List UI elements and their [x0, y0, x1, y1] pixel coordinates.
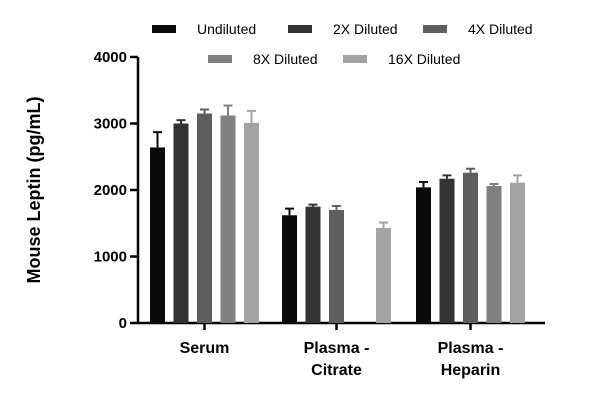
- bar: [282, 215, 297, 323]
- bar: [197, 113, 212, 324]
- bar: [510, 182, 525, 323]
- legend-swatch: [288, 25, 312, 33]
- bar: [463, 172, 478, 323]
- legend-swatch: [208, 55, 232, 63]
- bar: [329, 209, 344, 323]
- y-axis-label: Mouse Leptin (pg/mL): [24, 97, 44, 284]
- bar: [416, 187, 431, 323]
- legend-swatch: [343, 55, 367, 63]
- y-tick-label: 3000: [94, 116, 127, 133]
- legend: Undiluted 2X Diluted 4X Diluted 8X Diluted 1…: [152, 21, 533, 67]
- category-label-line: Plasma -: [304, 340, 370, 357]
- category-label-line: Heparin: [441, 362, 501, 379]
- category-label: Plasma - Heparin: [438, 340, 504, 379]
- legend-swatch: [152, 25, 176, 33]
- bar: [376, 227, 391, 323]
- legend-label: 2X Diluted: [333, 21, 398, 37]
- legend-label: 8X Diluted: [253, 51, 318, 67]
- bar: [486, 186, 502, 323]
- legend-label: 16X Diluted: [388, 51, 460, 67]
- legend-label: Undiluted: [197, 21, 256, 37]
- y-tick-label: 2000: [94, 182, 127, 199]
- bar: [244, 122, 259, 324]
- bar: [439, 178, 455, 323]
- category-label: Plasma - Citrate: [304, 340, 370, 379]
- category-label-line: Citrate: [311, 362, 362, 379]
- bar: [173, 123, 189, 323]
- category-label: Serum: [180, 340, 230, 357]
- category-label-line: Serum: [180, 340, 230, 357]
- bar: [305, 206, 321, 323]
- y-tick-label: 0: [119, 315, 127, 332]
- legend-swatch: [423, 25, 447, 33]
- bar: [150, 147, 165, 323]
- legend-label: 4X Diluted: [468, 21, 533, 37]
- y-tick-label: 4000: [94, 49, 127, 66]
- bar: [220, 115, 236, 324]
- y-tick-label: 1000: [94, 249, 127, 266]
- category-label-line: Plasma -: [438, 340, 504, 357]
